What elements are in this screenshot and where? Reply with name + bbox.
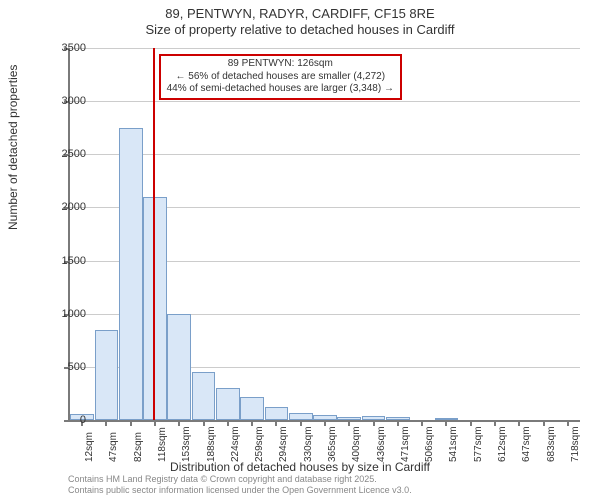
xtick-mark — [348, 420, 350, 426]
property-marker-line — [153, 48, 155, 420]
xtick-mark — [421, 420, 423, 426]
xtick-label: 541sqm — [448, 426, 459, 462]
histogram-bar — [119, 128, 143, 420]
xtick-mark — [178, 420, 180, 426]
callout-property-label: 89 PENTWYN: 126sqm — [167, 58, 394, 71]
xtick-label: 436sqm — [376, 426, 387, 462]
histogram-bar — [265, 407, 289, 420]
xtick-mark — [154, 420, 156, 426]
xtick-label: 118sqm — [157, 427, 168, 462]
xtick-label: 647sqm — [521, 426, 532, 462]
xtick-label: 577sqm — [473, 426, 484, 462]
xtick-mark — [373, 420, 375, 426]
ytick-label: 2000 — [46, 201, 86, 213]
xtick-label: 683sqm — [546, 426, 557, 462]
ytick-label: 0 — [46, 414, 86, 426]
ytick-label: 1500 — [46, 255, 86, 267]
xtick-mark — [324, 420, 326, 426]
xtick-mark — [105, 420, 107, 426]
xtick-label: 82sqm — [133, 432, 144, 462]
histogram-bar — [95, 330, 119, 420]
xtick-mark — [203, 420, 205, 426]
credit-line-2: Contains public sector information licen… — [68, 485, 412, 496]
xtick-label: 12sqm — [84, 432, 95, 462]
ytick-label: 3500 — [46, 42, 86, 54]
chart-plot-area: 89 PENTWYN: 126sqm← 56% of detached hous… — [68, 48, 580, 422]
chart-title-block: 89, PENTWYN, RADYR, CARDIFF, CF15 8RE Si… — [0, 0, 600, 37]
x-axis-title: Distribution of detached houses by size … — [0, 460, 600, 474]
ytick-label: 500 — [46, 361, 86, 373]
property-callout: 89 PENTWYN: 126sqm← 56% of detached hous… — [159, 54, 402, 100]
xtick-label: 224sqm — [230, 426, 241, 462]
histogram-bar — [192, 372, 216, 420]
y-axis-title: Number of detached properties — [6, 65, 20, 230]
xtick-label: 259sqm — [254, 426, 265, 462]
callout-larger-line: 44% of semi-detached houses are larger (… — [167, 83, 394, 96]
xtick-mark — [275, 420, 277, 426]
ytick-label: 1000 — [46, 308, 86, 320]
ytick-label: 2500 — [46, 148, 86, 160]
xtick-label: 718sqm — [570, 426, 581, 462]
xtick-mark — [445, 420, 447, 426]
xtick-label: 188sqm — [206, 426, 217, 462]
xtick-mark — [470, 420, 472, 426]
xtick-mark — [251, 420, 253, 426]
xtick-label: 506sqm — [424, 426, 435, 462]
xtick-label: 294sqm — [278, 426, 289, 462]
xtick-mark — [518, 420, 520, 426]
xtick-mark — [397, 420, 399, 426]
xtick-label: 153sqm — [181, 426, 192, 462]
xtick-label: 365sqm — [327, 426, 338, 462]
gridline — [70, 154, 580, 155]
title-main: 89, PENTWYN, RADYR, CARDIFF, CF15 8RE — [0, 6, 600, 22]
xtick-mark — [494, 420, 496, 426]
xtick-mark — [300, 420, 302, 426]
xtick-label: 330sqm — [303, 426, 314, 462]
histogram-bar — [240, 397, 264, 420]
histogram-bar — [289, 413, 313, 420]
xtick-mark — [130, 420, 132, 426]
credit-line-1: Contains HM Land Registry data © Crown c… — [68, 474, 412, 485]
xtick-mark — [567, 420, 569, 426]
gridline — [70, 101, 580, 102]
xtick-label: 400sqm — [351, 426, 362, 462]
xtick-label: 471sqm — [400, 426, 411, 462]
histogram-bar — [143, 197, 167, 420]
xtick-label: 47sqm — [108, 432, 119, 462]
ytick-label: 3000 — [46, 95, 86, 107]
xtick-mark — [543, 420, 545, 426]
histogram-bar — [216, 388, 240, 420]
xtick-label: 612sqm — [497, 426, 508, 462]
xtick-mark — [227, 420, 229, 426]
histogram-bar — [167, 314, 191, 420]
footer-credits: Contains HM Land Registry data © Crown c… — [68, 474, 412, 496]
title-sub: Size of property relative to detached ho… — [0, 22, 600, 38]
callout-smaller-line: ← 56% of detached houses are smaller (4,… — [167, 71, 394, 84]
gridline — [70, 48, 580, 49]
